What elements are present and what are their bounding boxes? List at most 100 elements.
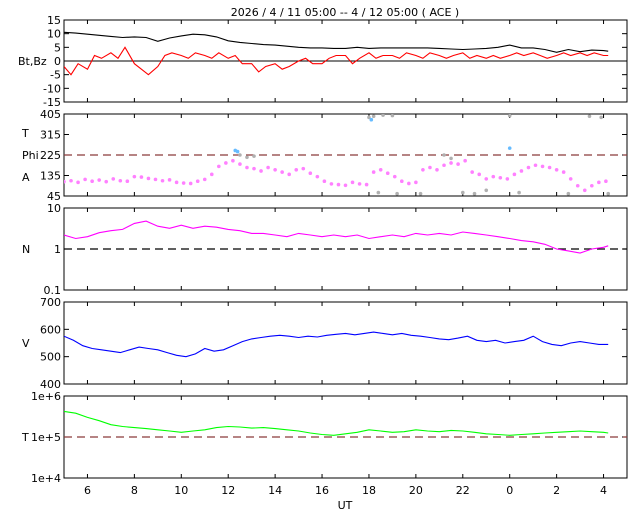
data-point-phi_gray [381,114,385,117]
y-tick-label: 315 [40,129,61,142]
data-point-phi_pts [146,176,151,181]
data-point-phi_pts [554,168,559,172]
data-point-phi_pts [604,179,608,183]
data-point-phi_gray [566,191,571,196]
y-axis-label: Phi [22,149,39,162]
data-point-phi_pts [64,179,66,184]
data-point-phi_pts [498,175,503,180]
data-point-phi_blue [369,117,374,122]
data-point-phi_pts [582,188,587,193]
data-point-phi_gray [599,115,603,120]
data-point-phi_pts [224,161,228,165]
data-point-phi_gray [449,156,453,161]
data-point-phi_gray [395,191,399,196]
y-tick-label: 0 [54,55,61,68]
data-point-phi_pts [132,174,137,179]
data-point-phi_pts [308,171,313,176]
data-point-phi_pts [435,168,439,172]
x-tick-label: 22 [456,484,470,497]
series-line-v [64,331,609,358]
x-tick-label: 6 [84,484,91,497]
data-point-phi_pts [97,178,101,182]
x-tick-label: 2 [553,484,560,497]
data-point-phi_pts [428,165,432,170]
data-point-phi_pts [329,182,334,186]
data-point-phi_pts [252,166,256,171]
x-tick-label: 16 [315,484,329,497]
y-tick-label: 700 [40,296,61,309]
y-tick-label: 45 [47,190,61,203]
y-tick-label: -10 [43,82,61,95]
data-point-phi_pts [167,178,172,182]
y-tick-label: 1e+4 [31,472,61,485]
y-axis-label: Bt,Bz [18,55,47,68]
data-point-phi_pts [568,177,573,181]
y-tick-label: -5 [50,69,61,82]
data-point-phi_gray [390,114,395,118]
chart-panels: 151050-5-10-15Bt,Bz40531522513545TPhiA10… [18,14,628,485]
data-point-phi_pts [407,181,411,186]
data-point-phi_pts [174,180,179,185]
data-point-phi_pts [336,182,341,187]
data-point-phi_pts [400,179,404,183]
data-point-phi_pts [540,164,545,169]
x-tick-label: 4 [600,484,607,497]
data-point-phi_pts [139,175,144,179]
chart-title: 2026 / 4 / 11 05:00 -- 4 / 12 05:00 ( AC… [231,6,459,19]
data-point-phi_pts [575,183,580,188]
data-point-phi_gray [472,191,477,196]
data-point-phi_gray [587,114,592,119]
data-point-phi_gray [507,114,512,118]
data-point-phi_pts [547,165,552,170]
data-point-phi_pts [195,179,200,183]
data-point-phi_pts [245,165,249,170]
y-tick-label: 5 [54,41,61,54]
data-point-phi_pts [181,181,186,185]
data-point-phi_pts [442,163,446,168]
data-point-phi_pts [561,170,566,174]
data-point-phi_pts [153,177,158,182]
y-tick-label: 1e+6 [31,390,61,403]
y-tick-label: -15 [43,96,61,109]
data-point-phi_pts [202,177,207,182]
y-tick-label: 135 [40,170,61,183]
data-point-phi_pts [83,177,87,182]
y-axis-label: T [21,431,29,444]
panel-density: 10 1 0.1 N [22,202,628,297]
data-point-phi_pts [259,169,263,173]
data-point-phi_pts [449,161,453,165]
data-point-phi_pts [104,179,109,184]
y-tick-label: 400 [40,378,61,391]
data-point-phi_pts [519,169,524,173]
data-point-phi_pts [188,181,193,186]
data-point-phi_pts [118,178,123,183]
x-axis: 6 8 10 12 14 16 18 20 22 0 2 4 [84,484,607,497]
data-point-phi_pts [343,183,348,188]
data-point-phi_pts [125,179,130,183]
y-tick-label: 405 [40,108,61,121]
x-tick-label: 0 [506,484,513,497]
y-tick-label: 600 [40,323,61,336]
y-tick-label: 10 [47,202,61,215]
data-point-phi_pts [364,182,369,187]
data-point-phi_gray [442,153,446,157]
data-point-phi_gray [517,190,521,195]
data-point-phi_gray [245,155,249,160]
data-point-phi_pts [294,168,299,172]
series-line-bz [64,46,609,76]
data-point-phi_pts [350,180,355,185]
y-tick-label: 1e+5 [31,431,61,444]
data-point-phi_pts [533,163,538,168]
y-tick-label: 225 [40,149,61,162]
data-point-phi_pts [357,182,362,186]
panel-speed: 700 600 500 400 V [22,296,628,391]
data-point-phi_pts [315,174,320,179]
data-point-phi_pts [470,170,474,174]
data-point-phi_pts [76,180,80,185]
x-tick-label: 20 [409,484,423,497]
x-tick-label: 12 [221,484,235,497]
data-point-phi_pts [512,172,517,177]
data-point-phi_pts [421,168,425,172]
data-point-phi_pts [456,162,460,166]
